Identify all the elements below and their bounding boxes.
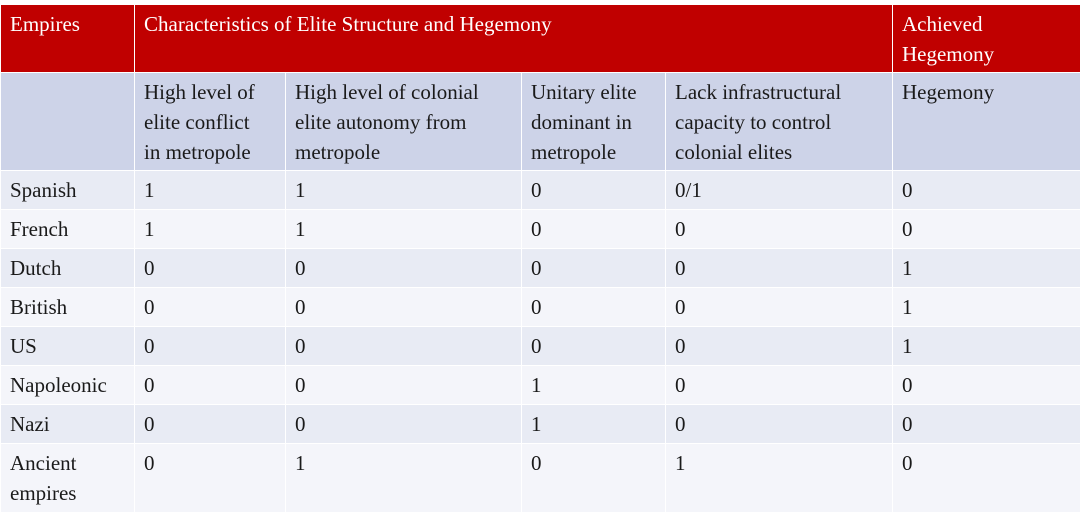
cell-value: 0 xyxy=(893,366,1080,405)
table-row: Dutch 0 0 0 0 1 xyxy=(1,249,1080,288)
cell-value: 1 xyxy=(522,405,666,444)
table-body: Spanish 1 1 0 0/1 0 French 1 1 0 0 0 Dutch 0 0 0 0 1 Briti… xyxy=(1,171,1080,513)
cell-value: 1 xyxy=(666,444,893,513)
subheader-unitary-elite: Unitary elite dominant in metropole xyxy=(522,73,666,171)
cell-value: 0 xyxy=(135,288,286,327)
cell-value: 1 xyxy=(135,171,286,210)
header-empires: Empires xyxy=(1,5,135,73)
table-row: British 0 0 0 0 1 xyxy=(1,288,1080,327)
cell-value: 0 xyxy=(286,366,522,405)
cell-value: 1 xyxy=(286,210,522,249)
empire-name: Dutch xyxy=(1,249,135,288)
cell-value: 0 xyxy=(522,171,666,210)
cell-value: 1 xyxy=(286,444,522,513)
elite-hegemony-table: Empires Characteristics of Elite Structu… xyxy=(0,4,1080,513)
cell-value: 0 xyxy=(522,444,666,513)
empire-name: Napoleonic xyxy=(1,366,135,405)
cell-value: 0 xyxy=(666,249,893,288)
table-row: Nazi 0 0 1 0 0 xyxy=(1,405,1080,444)
cell-value: 0 xyxy=(135,444,286,513)
cell-value: 0 xyxy=(135,249,286,288)
subheader-infrastructural-capacity: Lack infrastructural capacity to control c… xyxy=(666,73,893,171)
subheader-blank xyxy=(1,73,135,171)
cell-value: 0 xyxy=(666,288,893,327)
table-row: French 1 1 0 0 0 xyxy=(1,210,1080,249)
subheader-colonial-autonomy: High level of colonial elite autonomy fro… xyxy=(286,73,522,171)
cell-value: 0 xyxy=(286,249,522,288)
table-row: Napoleonic 0 0 1 0 0 xyxy=(1,366,1080,405)
cell-value: 1 xyxy=(893,288,1080,327)
empire-name: British xyxy=(1,288,135,327)
cell-value: 1 xyxy=(522,366,666,405)
cell-value: 0 xyxy=(286,405,522,444)
cell-value: 0 xyxy=(893,210,1080,249)
cell-value: 0 xyxy=(666,210,893,249)
empire-name: French xyxy=(1,210,135,249)
cell-value: 0 xyxy=(893,171,1080,210)
header-row: Empires Characteristics of Elite Structu… xyxy=(1,5,1080,73)
empire-name: Spanish xyxy=(1,171,135,210)
cell-value: 0 xyxy=(522,210,666,249)
cell-value: 0/1 xyxy=(666,171,893,210)
cell-value: 0 xyxy=(522,327,666,366)
empire-name: Ancient empires xyxy=(1,444,135,513)
subheader-row: High level of elite conflict in metropole … xyxy=(1,73,1080,171)
cell-value: 0 xyxy=(135,405,286,444)
table-row: Spanish 1 1 0 0/1 0 xyxy=(1,171,1080,210)
cell-value: 1 xyxy=(893,327,1080,366)
header-characteristics: Characteristics of Elite Structure and H… xyxy=(135,5,893,73)
cell-value: 1 xyxy=(893,249,1080,288)
header-achieved-hegemony: Achieved Hegemony xyxy=(893,5,1080,73)
cell-value: 0 xyxy=(666,327,893,366)
cell-value: 0 xyxy=(286,288,522,327)
table-row: US 0 0 0 0 1 xyxy=(1,327,1080,366)
cell-value: 0 xyxy=(135,327,286,366)
cell-value: 1 xyxy=(286,171,522,210)
cell-value: 1 xyxy=(135,210,286,249)
cell-value: 0 xyxy=(135,366,286,405)
cell-value: 0 xyxy=(666,366,893,405)
subheader-hegemony: Hegemony xyxy=(893,73,1080,171)
empire-name: Nazi xyxy=(1,405,135,444)
cell-value: 0 xyxy=(893,444,1080,513)
cell-value: 0 xyxy=(893,405,1080,444)
table-row: Ancient empires 0 1 0 1 0 xyxy=(1,444,1080,513)
cell-value: 0 xyxy=(666,405,893,444)
cell-value: 0 xyxy=(522,288,666,327)
cell-value: 0 xyxy=(286,327,522,366)
empire-name: US xyxy=(1,327,135,366)
subheader-elite-conflict: High level of elite conflict in metropole xyxy=(135,73,286,171)
cell-value: 0 xyxy=(522,249,666,288)
